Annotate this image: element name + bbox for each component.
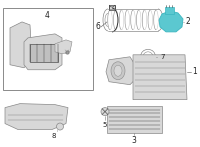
Polygon shape xyxy=(55,40,72,54)
Polygon shape xyxy=(10,22,32,68)
Text: 6: 6 xyxy=(95,22,100,31)
Ellipse shape xyxy=(114,65,122,76)
Bar xyxy=(109,5,115,10)
Text: 2: 2 xyxy=(185,17,190,26)
Bar xyxy=(3,8,93,90)
Ellipse shape xyxy=(111,62,125,80)
Text: 1: 1 xyxy=(192,67,197,76)
Polygon shape xyxy=(5,104,68,130)
Text: 3: 3 xyxy=(132,136,136,145)
Text: 7: 7 xyxy=(160,54,164,60)
Bar xyxy=(107,106,162,132)
Polygon shape xyxy=(133,55,187,100)
Polygon shape xyxy=(106,57,135,85)
Text: 4: 4 xyxy=(45,11,49,20)
Bar xyxy=(30,44,58,62)
Polygon shape xyxy=(24,34,62,70)
Polygon shape xyxy=(159,11,183,32)
Circle shape xyxy=(101,108,109,116)
Bar xyxy=(165,7,174,14)
Text: 8: 8 xyxy=(52,132,56,138)
Circle shape xyxy=(57,123,64,130)
Text: 5: 5 xyxy=(103,122,107,128)
